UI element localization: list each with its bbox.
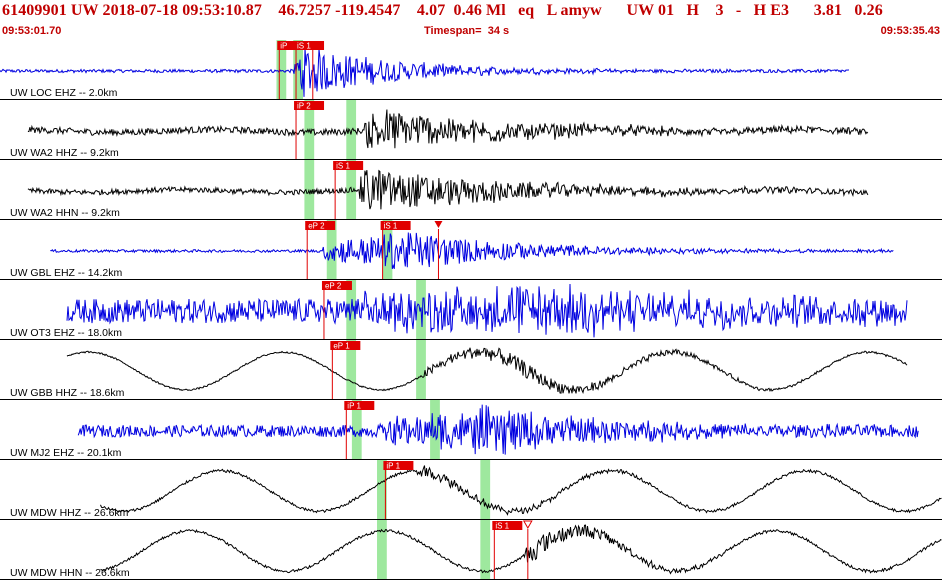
pick-label: iS 1 [336,162,350,171]
pick-label: iP 1 [347,402,361,411]
time-window [416,340,426,400]
pick-label: iS 1 [297,42,311,51]
trace-panel[interactable]: iS 1 UW WA2 HHN -- 9.2km [0,160,942,220]
station-label: UW MDW HHZ -- 26.6km [10,507,129,519]
pick-label: iP [280,42,287,51]
pick-label: iS 1 [384,222,398,231]
pick-box[interactable] [321,281,352,290]
end-time: 09:53:35.43 [880,25,940,37]
station-label: UW MDW HHN -- 26.6km [10,567,130,579]
station-label: UW WA2 HHZ -- 9.2km [10,147,119,159]
pick-label: eP 1 [333,342,350,351]
pick-box[interactable] [294,101,325,110]
seismogram-panel[interactable]: iP iS 1 UW LOC EHZ -- 2.0km iP 2 UW WA2 HHZ … [0,40,942,580]
amplitude-marker-icon [522,520,533,530]
amplitude-marker-icon [434,221,443,228]
pick-label: iP 2 [297,102,311,111]
timespan: Timespan= 34 s [424,25,509,37]
station-label: UW OT3 EHZ -- 18.0km [10,327,122,339]
waveform-trace [27,169,869,210]
trace-panel[interactable]: eP 1 UW GBB HHZ -- 18.6km [0,340,942,400]
time-window [480,460,491,520]
timespan-label: Timespan= [424,25,482,37]
pick-box[interactable] [277,41,296,50]
time-window [351,400,362,460]
start-time: 09:53:01.70 [2,25,62,37]
pick-label: eP 2 [308,222,325,231]
station-label: UW MJ2 EHZ -- 20.1km [10,447,122,459]
pick-box[interactable] [380,221,411,230]
amplitude-marker-icon [308,41,317,48]
waveform-trace [100,465,942,516]
time-window [346,100,357,160]
event-header: 61409901 UW 2018-07-18 09:53:10.87 46.72… [0,0,942,40]
timespan-value: 34 s [487,25,510,37]
station-label: UW GBL EHZ -- 14.2km [10,267,122,279]
waveform-trace [77,404,919,455]
waveform-trace [66,283,908,338]
waveform-trace [66,347,908,394]
pick-box[interactable] [383,461,414,470]
time-window [326,220,337,280]
waveform-trace [100,524,942,575]
trace-panel[interactable]: eP 2 UW OT3 EHZ -- 18.0km [0,280,942,340]
pick-box[interactable] [333,161,364,170]
time-window [276,40,287,100]
pick-box[interactable] [305,221,336,230]
waveform-trace [0,47,849,97]
station-label: UW GBB HHZ -- 18.6km [10,387,125,399]
pick-box[interactable] [330,341,361,350]
pick-label: iP 1 [386,462,400,471]
time-window [346,340,357,400]
trace-panel[interactable]: iP 2 UW WA2 HHZ -- 9.2km [0,100,942,160]
trace-panel[interactable]: iP 1 UW MJ2 EHZ -- 20.1km [0,400,942,460]
time-window [377,460,387,520]
trace-panel[interactable]: iP iS 1 UW LOC EHZ -- 2.0km [0,40,942,100]
trace-panel[interactable]: eP 2 iS 1 UW GBL EHZ -- 14.2km [0,220,942,280]
pick-label: iS 1 [495,522,509,531]
trace-panel[interactable]: iS 1 UW MDW HHN -- 26.6km [0,520,942,580]
station-label: UW LOC EHZ -- 2.0km [10,87,118,99]
waveform-trace [50,232,894,269]
time-window [377,520,387,580]
pick-box[interactable] [492,521,523,530]
trace-panel[interactable]: iP 1 UW MDW HHZ -- 26.6km [0,460,942,520]
event-summary-line: 61409901 UW 2018-07-18 09:53:10.87 46.72… [2,2,883,19]
time-window [480,520,491,580]
pick-box[interactable] [294,41,325,50]
station-label: UW WA2 HHN -- 9.2km [10,207,120,219]
waveform-trace [27,109,869,149]
pick-label: eP 2 [325,282,342,291]
pick-box[interactable] [344,401,375,410]
time-window [293,40,304,100]
